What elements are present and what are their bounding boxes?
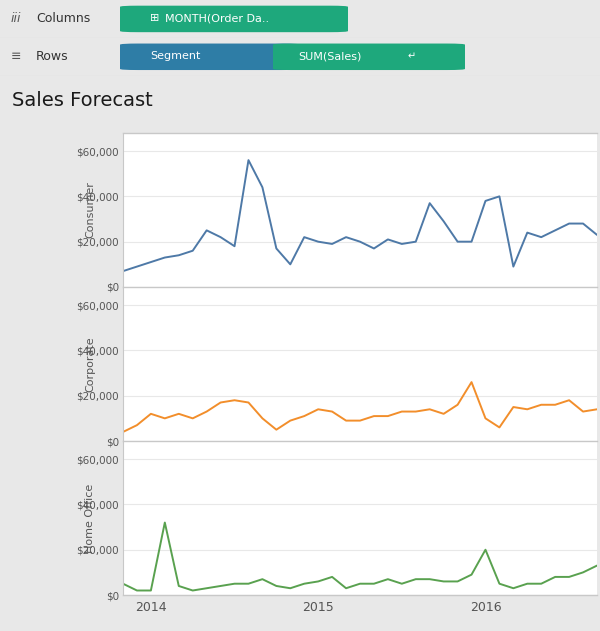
Text: MONTH(Order Da..: MONTH(Order Da..: [165, 13, 269, 23]
Text: Columns: Columns: [36, 13, 90, 25]
Text: Home Office: Home Office: [85, 483, 95, 553]
FancyBboxPatch shape: [273, 44, 465, 70]
Text: Consumer: Consumer: [85, 182, 95, 239]
Text: SUM(Sales): SUM(Sales): [298, 51, 362, 61]
Text: Segment: Segment: [150, 51, 200, 61]
Text: iii: iii: [11, 13, 22, 25]
Text: ≡: ≡: [11, 50, 22, 63]
FancyBboxPatch shape: [120, 44, 300, 70]
Text: Rows: Rows: [36, 50, 68, 63]
Text: ⊞: ⊞: [150, 13, 160, 23]
Text: ↵: ↵: [408, 51, 416, 61]
Text: Corporate: Corporate: [85, 336, 95, 392]
FancyBboxPatch shape: [120, 6, 348, 32]
Text: Sales Forecast: Sales Forecast: [12, 91, 153, 110]
